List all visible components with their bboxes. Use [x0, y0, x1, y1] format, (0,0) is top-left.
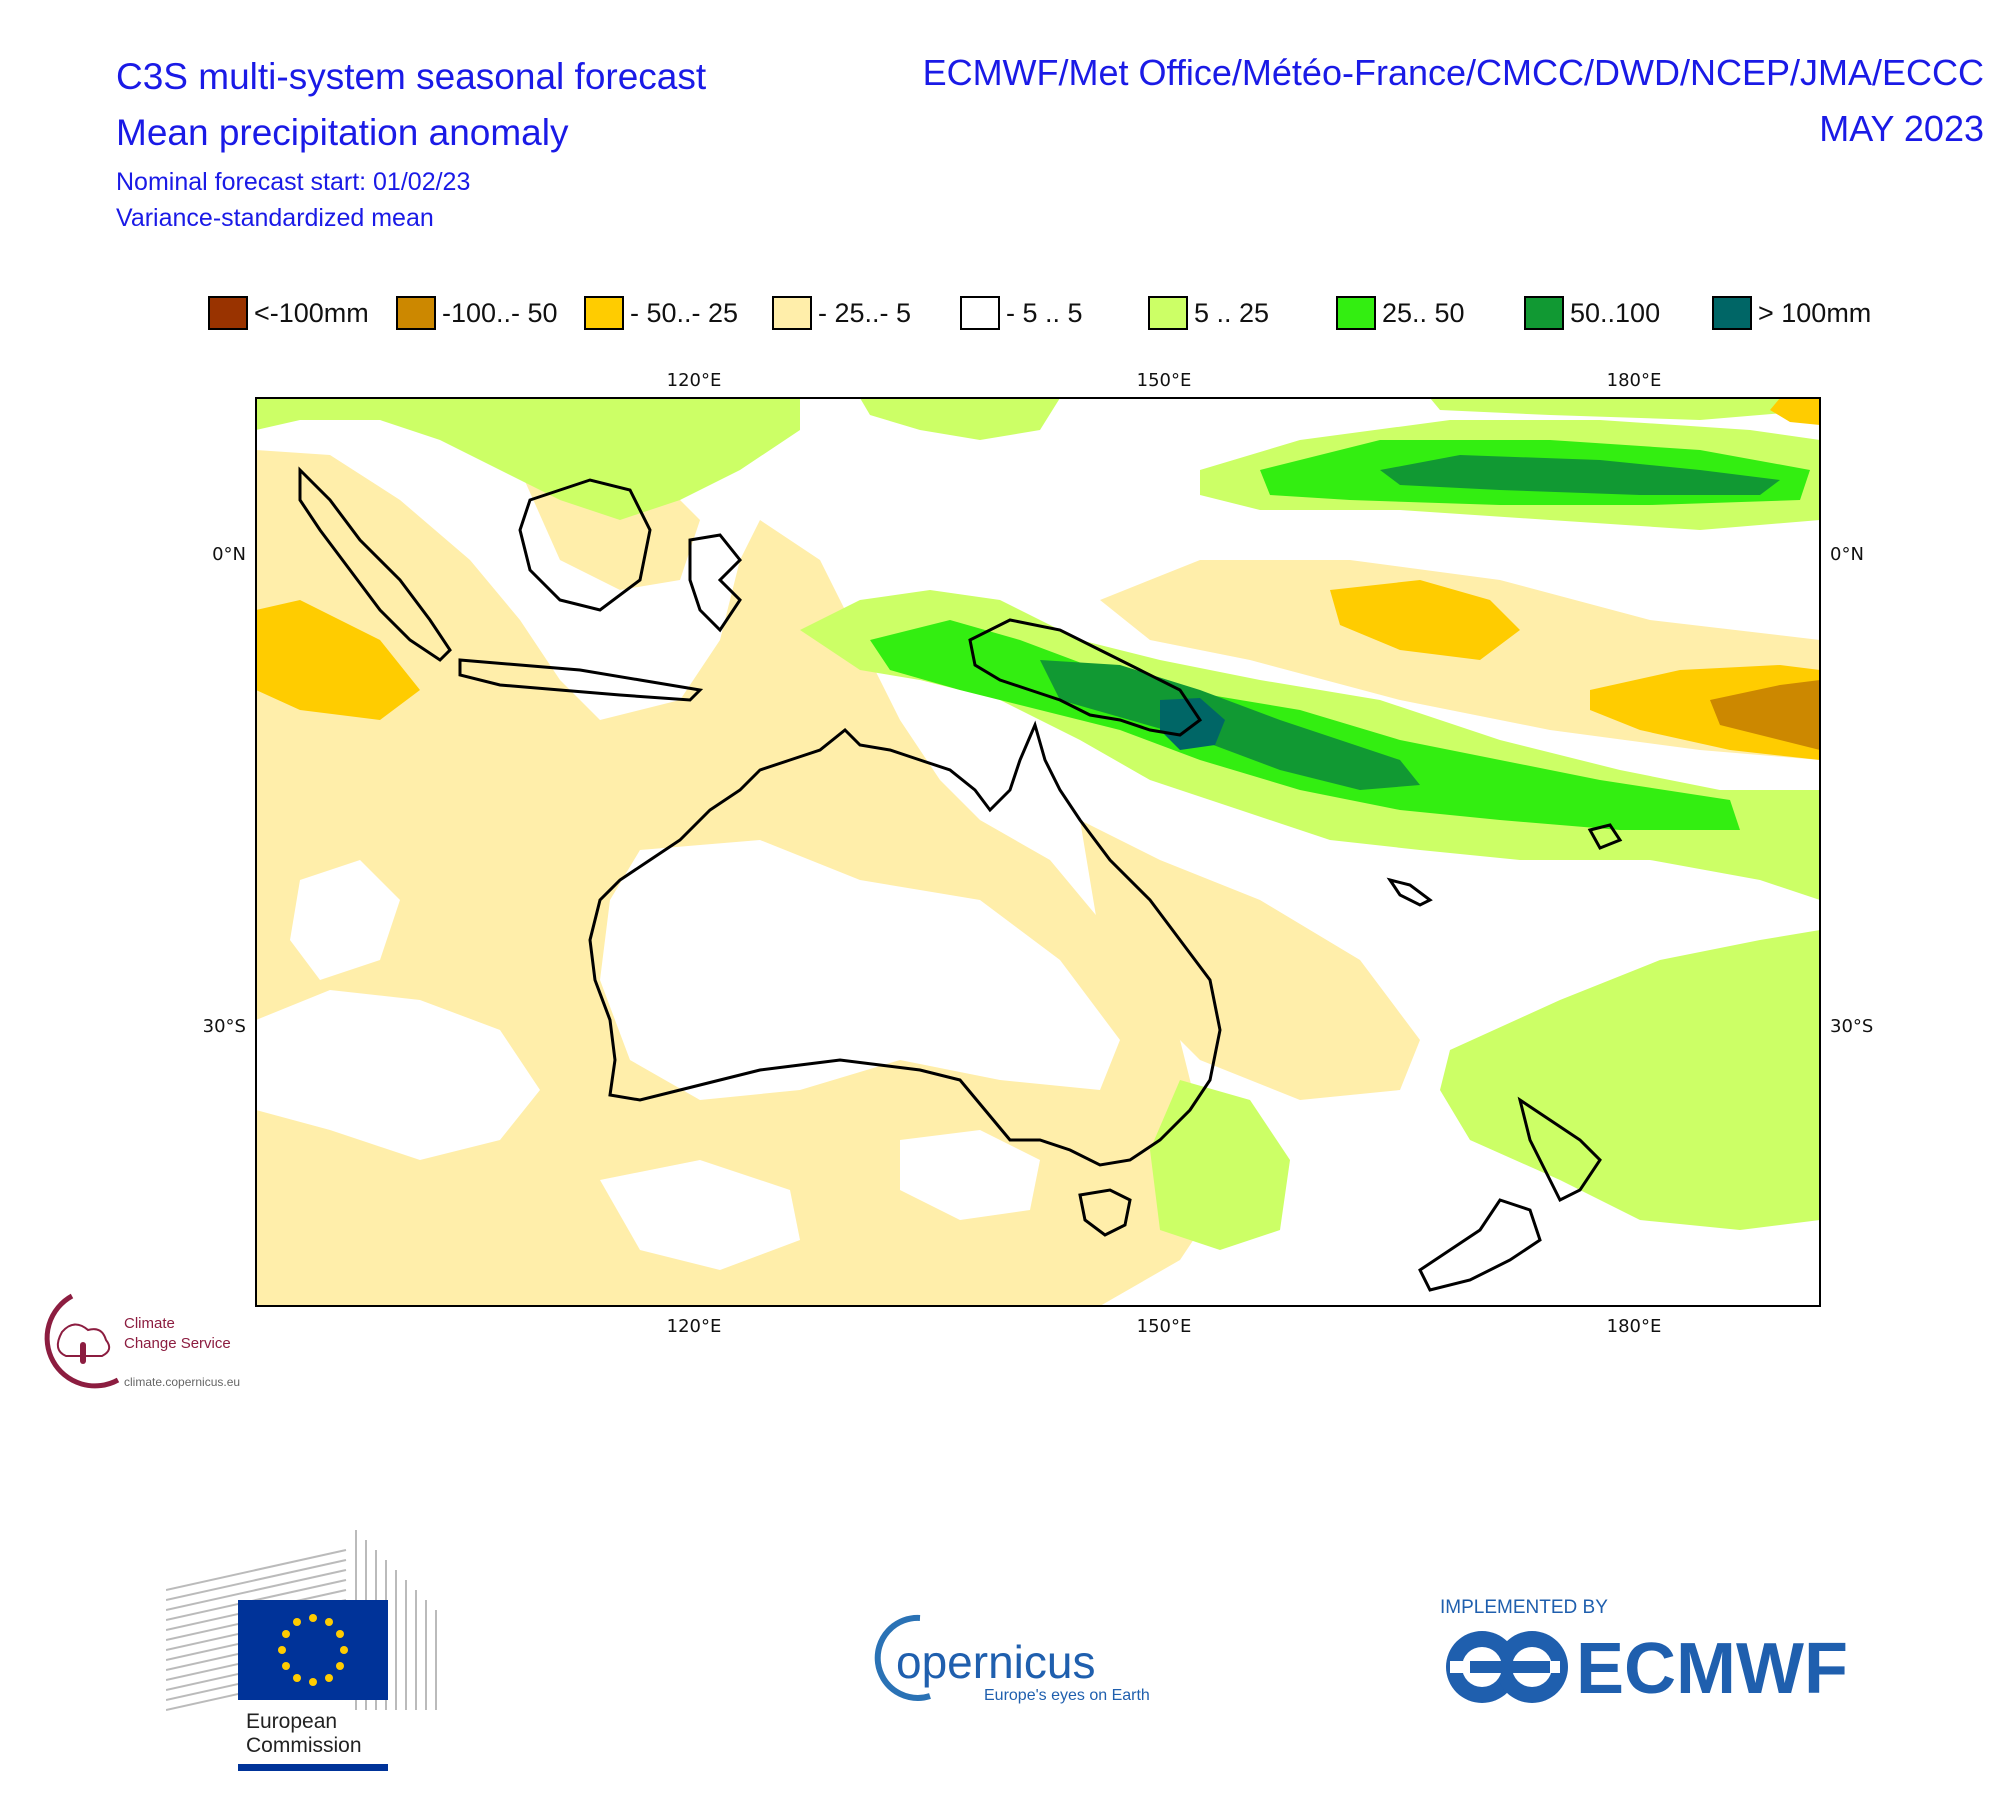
c3s-arc-icon: [44, 1293, 120, 1389]
strong-wet-region: [1040, 660, 1420, 790]
ec-label-line2: Commission: [246, 1734, 362, 1757]
copernicus-arc-icon: [874, 1614, 931, 1701]
ec-label-line1: European: [246, 1710, 337, 1733]
lon-tick-label: 150°E: [1137, 370, 1192, 391]
wet-anomaly-region: [860, 398, 1060, 440]
european-commission-logo: European Commission: [166, 1530, 437, 1771]
sumatra-coastline: [298, 466, 452, 662]
neutral-region: [600, 840, 1120, 1100]
dry-anomaly-region: [256, 600, 420, 720]
coastlines: [298, 466, 1623, 1292]
legend-swatch: [960, 296, 1000, 330]
legend-swatch: [772, 296, 812, 330]
wet-anomaly-region: [1440, 930, 1820, 1230]
legend-swatch: [208, 296, 248, 330]
lon-tick-label: 180°E: [1607, 370, 1662, 391]
neutral-region: [290, 860, 400, 980]
c3s-label-line1: Climate: [124, 1315, 175, 1332]
legend-item: - 50..- 25: [584, 296, 738, 330]
legend-label: 5 .. 25: [1194, 297, 1270, 328]
map-title: C3S multi-system seasonal forecast: [116, 56, 707, 97]
wet-anomaly-region: [1430, 398, 1820, 420]
strong-wet-region: [1380, 455, 1780, 495]
copernicus-logo: opernicus Europe's eyes on Earth: [874, 1614, 1150, 1704]
legend-swatch: [584, 296, 624, 330]
copernicus-wordmark: opernicus: [896, 1636, 1095, 1688]
strong-dry-region: [1710, 680, 1820, 750]
producing-centres-text: ECMWF/Met Office/Météo-France/CMCC/DWD/N…: [922, 52, 1984, 93]
borneo-coastline: [518, 478, 652, 612]
lat-tick-label: 0°N: [212, 544, 246, 565]
new-guinea-coastline: [968, 618, 1203, 737]
wet-anomaly-region: [1150, 1080, 1290, 1250]
neutral-region: [900, 1130, 1040, 1220]
lon-tick-label: 150°E: [1137, 1316, 1192, 1337]
valid-month-text: MAY 2023: [1819, 108, 1984, 149]
legend-swatch: [1712, 296, 1752, 330]
lat-tick-label: 30°S: [1830, 1016, 1873, 1037]
map-frame: [255, 397, 1821, 1307]
legend-label: - 25..- 5: [818, 297, 912, 328]
fiji-coastline: [1587, 823, 1623, 850]
tasmania-coastline: [1078, 1188, 1132, 1237]
new-zealand-south-coastline: [1418, 1198, 1542, 1292]
legend-item: - 25..- 5: [772, 296, 911, 330]
lat-tick-label: 0°N: [1830, 544, 1864, 565]
legend-swatch: [1336, 296, 1376, 330]
copernicus-tagline: Europe's eyes on Earth: [984, 1687, 1150, 1704]
wet-anomaly-region: [256, 398, 800, 520]
legend-item: > 100mm: [1712, 296, 1871, 330]
implemented-by-label: IMPLEMENTED BY: [1440, 1597, 1608, 1618]
legend-label: <-100mm: [254, 297, 369, 328]
map-variable-title: Mean precipitation anomaly: [116, 112, 569, 153]
climate-change-service-logo: Climate Change Service climate.copernicu…: [44, 1293, 240, 1389]
legend-label: -100..- 50: [442, 297, 558, 328]
ecmwf-logo: IMPLEMENTED BY ECMWF: [1440, 1597, 1848, 1709]
new-caledonia-coastline: [1386, 877, 1433, 907]
legend-item: 50..100: [1524, 296, 1660, 330]
forecast-start-text: Nominal forecast start: 01/02/23: [116, 168, 471, 196]
ecmwf-wordmark: ECMWF: [1576, 1629, 1848, 1709]
java-coastline: [458, 658, 704, 702]
thermometer-icon: [80, 1342, 86, 1364]
lon-tick-label: 120°E: [667, 370, 722, 391]
legend-swatch: [396, 296, 436, 330]
cloud-icon: [56, 1323, 111, 1357]
sulawesi-coastline: [688, 533, 743, 633]
ecmwf-symbol-icon: [1446, 1631, 1568, 1703]
dry-anomaly-region: [1080, 820, 1420, 1100]
c3s-url: climate.copernicus.eu: [124, 1375, 240, 1389]
legend-label: 25.. 50: [1382, 297, 1465, 328]
legend-label: 50..100: [1570, 297, 1661, 328]
color-legend: <-100mm -100..- 50 - 50..- 25 - 25..- 5 …: [208, 296, 1908, 334]
legend-label: - 5 .. 5: [1006, 297, 1083, 328]
lon-tick-label: 180°E: [1607, 1316, 1662, 1337]
legend-item: <-100mm: [208, 296, 369, 330]
legend-label: - 50..- 25: [630, 297, 739, 328]
legend-item: 5 .. 25: [1148, 296, 1269, 330]
c3s-label-line2: Change Service: [124, 1335, 231, 1352]
legend-item: 25.. 50: [1336, 296, 1465, 330]
legend-item: -100..- 50: [396, 296, 558, 330]
new-zealand-north-coastline: [1517, 1096, 1602, 1203]
anomaly-fields: [256, 398, 1820, 1306]
dry-anomaly-region: [1770, 398, 1820, 425]
lon-tick-label: 120°E: [667, 1316, 722, 1337]
neutral-region: [256, 990, 540, 1160]
method-text: Variance-standardized mean: [116, 204, 434, 232]
eu-stars-icon: [278, 1614, 348, 1686]
lat-tick-label: 30°S: [203, 1016, 246, 1037]
legend-item: - 5 .. 5: [960, 296, 1083, 330]
legend-swatch: [1148, 296, 1188, 330]
legend-label: > 100mm: [1758, 297, 1872, 328]
legend-swatch: [1524, 296, 1564, 330]
ec-underline: [238, 1764, 388, 1771]
dry-anomaly-region: [1330, 580, 1520, 660]
neutral-region: [600, 1160, 800, 1270]
australia-coastline: [588, 720, 1222, 1167]
